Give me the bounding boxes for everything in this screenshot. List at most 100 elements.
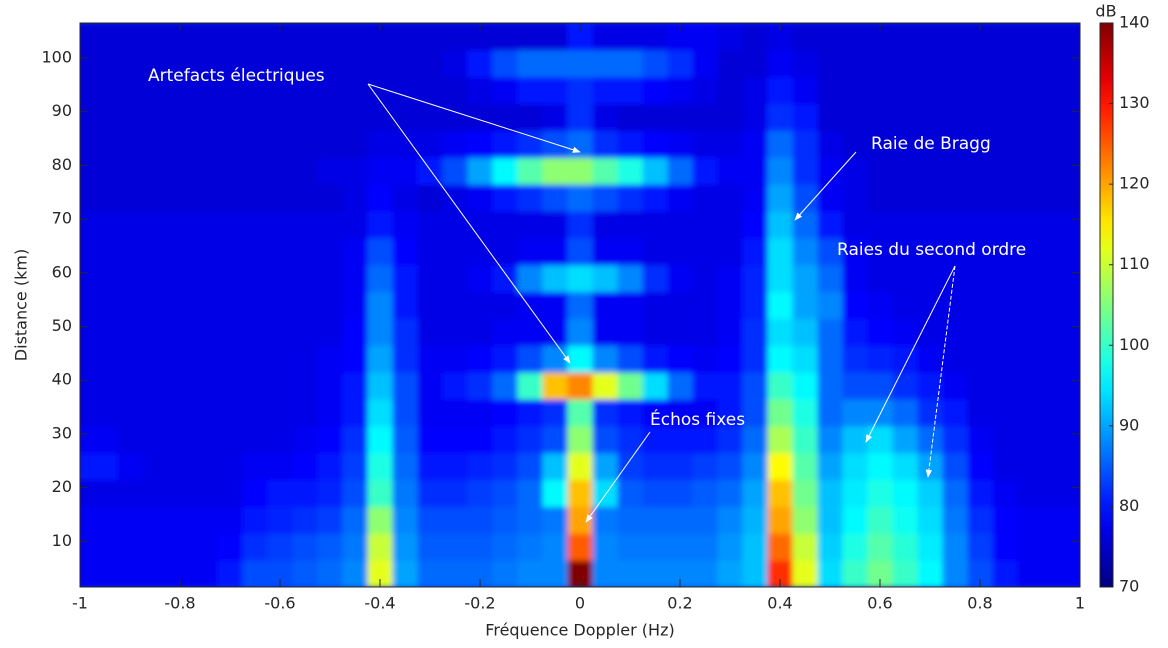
heatmap-cell: [267, 479, 294, 508]
heatmap-cell: [1042, 264, 1069, 293]
heatmap-cell: [392, 372, 419, 400]
heatmap-cell: [742, 318, 769, 346]
heatmap-cell: [417, 506, 444, 534]
heatmap-cell: [817, 264, 844, 293]
heatmap-cell: [592, 237, 619, 266]
heatmap-cell: [92, 506, 119, 534]
heatmap-cell: [367, 399, 394, 427]
heatmap-cell: [867, 452, 894, 481]
heatmap-cell: [267, 345, 294, 373]
heatmap-cell: [417, 23, 444, 51]
heatmap-cell: [1067, 211, 1080, 239]
heatmap-cell: [442, 130, 469, 158]
heatmap-cell: [617, 184, 644, 212]
heatmap-cell: [267, 49, 294, 78]
heatmap-cell: [117, 103, 144, 132]
heatmap-cell: [917, 560, 944, 587]
heatmap-cell: [742, 23, 769, 51]
heatmap-cell: [717, 399, 744, 427]
heatmap-cell: [92, 452, 119, 481]
heatmap-cell: [367, 506, 394, 534]
heatmap-cell: [217, 560, 244, 587]
heatmap-cell: [842, 103, 869, 132]
heatmap-cell: [892, 76, 919, 105]
heatmap-cell: [942, 264, 969, 293]
heatmap-cell: [642, 560, 669, 587]
heatmap-cell: [842, 399, 869, 427]
heatmap-cell: [1017, 506, 1044, 534]
heatmap-cell: [692, 76, 719, 105]
heatmap-cell: [592, 506, 619, 534]
heatmap-cell: [567, 479, 594, 508]
heatmap-cell: [817, 23, 844, 51]
heatmap-cell: [642, 452, 669, 481]
heatmap-cell: [892, 264, 919, 293]
heatmap-cell: [1042, 452, 1069, 481]
heatmap-cell: [817, 452, 844, 481]
heatmap-cell: [517, 49, 544, 78]
heatmap-cell: [692, 506, 719, 534]
heatmap-cell: [892, 184, 919, 212]
heatmap-cell: [92, 479, 119, 508]
heatmap-cell: [592, 560, 619, 587]
heatmap-cell: [467, 264, 494, 293]
heatmap-cell: [192, 560, 219, 587]
heatmap-cell: [467, 291, 494, 320]
heatmap-cell: [517, 130, 544, 158]
heatmap-cell: [117, 130, 144, 158]
heatmap-cell: [367, 49, 394, 78]
heatmap-cell: [567, 533, 594, 561]
heatmap-cell: [667, 318, 694, 346]
heatmap-cell: [667, 264, 694, 293]
heatmap-cell: [767, 130, 794, 158]
heatmap-cell: [792, 291, 819, 320]
heatmap-cell: [842, 76, 869, 105]
heatmap-cell: [517, 318, 544, 346]
heatmap-cell: [567, 130, 594, 158]
heatmap-cell: [167, 533, 194, 561]
heatmap-cell: [867, 184, 894, 212]
heatmap-cell: [742, 49, 769, 78]
heatmap-cell: [617, 452, 644, 481]
heatmap-cell: [792, 49, 819, 78]
colorbar-tick-label: 90: [1119, 415, 1139, 434]
heatmap-cell: [392, 291, 419, 320]
annotations: Artefacts électriques Raie de Bragg Raie…: [148, 66, 1026, 523]
heatmap-cell: [792, 211, 819, 239]
heatmap-cell: [717, 345, 744, 373]
heatmap-cell: [842, 237, 869, 266]
heatmap-cell: [717, 76, 744, 105]
heatmap-cell: [292, 533, 319, 561]
annotation: Raie de Bragg: [871, 134, 991, 154]
heatmap-cell: [717, 184, 744, 212]
heatmap-cell: [617, 76, 644, 105]
heatmap-cell: [592, 345, 619, 373]
colorbar-tick-label: 130: [1119, 93, 1150, 112]
heatmap-cell: [717, 318, 744, 346]
heatmap-cell: [642, 533, 669, 561]
heatmap-cell: [792, 103, 819, 132]
heatmap-cell: [80, 506, 94, 534]
heatmap-cell: [1042, 211, 1069, 239]
heatmap-cell: [492, 291, 519, 320]
heatmap-cell: [1042, 103, 1069, 132]
heatmap-cell: [117, 49, 144, 78]
heatmap-cell: [742, 130, 769, 158]
heatmap-cell: [667, 425, 694, 454]
heatmap-cell: [292, 211, 319, 239]
heatmap-cell: [542, 372, 569, 400]
heatmap-cell: [1067, 345, 1080, 373]
heatmap-cell: [767, 452, 794, 481]
heatmap-cell: [417, 237, 444, 266]
heatmap-cell: [80, 345, 94, 373]
heatmap-cell: [467, 533, 494, 561]
heatmap-cell: [267, 425, 294, 454]
heatmap-cell: [617, 49, 644, 78]
heatmap-cell: [1067, 425, 1080, 454]
heatmap-cell: [80, 184, 94, 212]
heatmap-cell: [292, 425, 319, 454]
heatmap-cell: [667, 211, 694, 239]
heatmap-cell: [392, 560, 419, 587]
heatmap-cell: [217, 479, 244, 508]
heatmap-cell: [192, 506, 219, 534]
